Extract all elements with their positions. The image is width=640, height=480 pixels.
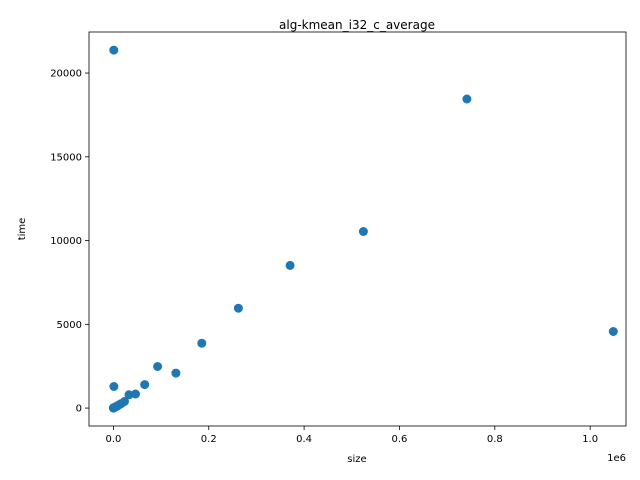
scatter-point-16 xyxy=(140,380,150,390)
scatter-point-23 xyxy=(462,94,472,104)
y-tick-label-2: 10000 xyxy=(50,236,82,247)
x-axis-label: size xyxy=(347,454,366,465)
x-tick-label-3: 0.6 xyxy=(392,434,408,445)
scatter-point-5 xyxy=(109,382,119,391)
chart-title: alg-kmean_i32_c_average xyxy=(279,18,435,32)
x-tick-label-5: 1.0 xyxy=(582,434,598,445)
y-tick-label-1: 5000 xyxy=(57,320,82,331)
x-axis-ticks: 0.0 0.2 0.4 0.6 0.8 1.0 xyxy=(105,426,598,445)
x-axis-offset-label: 1e6 xyxy=(607,453,626,464)
y-tick-label-3: 15000 xyxy=(50,152,82,163)
x-tick-label-2: 0.4 xyxy=(296,434,312,445)
scatter-point-18 xyxy=(171,368,181,378)
scatter-point-22 xyxy=(358,227,368,236)
points-layer xyxy=(108,45,618,413)
x-tick-label-1: 0.2 xyxy=(201,434,217,445)
y-tick-label-0: 0 xyxy=(76,404,82,415)
plot-frame xyxy=(88,31,627,427)
scatter-point-21 xyxy=(285,260,295,270)
x-tick-label-0: 0.0 xyxy=(105,434,121,445)
scatter-point-19 xyxy=(197,338,207,348)
y-axis-label: time xyxy=(17,218,28,241)
x-tick-label-4: 0.8 xyxy=(487,434,503,445)
scatter-point-20 xyxy=(233,303,243,313)
scatter-point-13 xyxy=(120,397,129,406)
y-tick-label-4: 20000 xyxy=(50,69,82,80)
scatter-point-24 xyxy=(608,327,618,336)
scatter-point-4 xyxy=(109,45,119,55)
y-axis-ticks: 0 5000 10000 15000 20000 xyxy=(50,69,89,415)
scatter-point-17 xyxy=(153,362,163,371)
scatter-point-15 xyxy=(131,389,140,399)
